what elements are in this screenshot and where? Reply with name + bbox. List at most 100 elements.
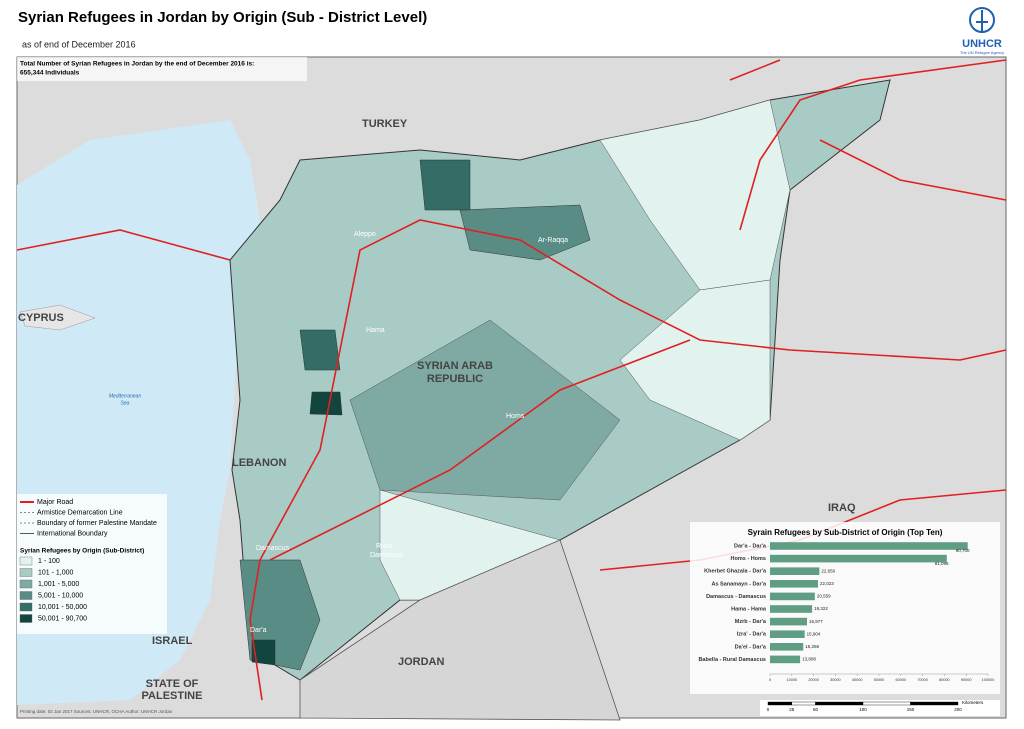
district-homs-city: [309, 391, 343, 416]
x-tick-label: 70000: [917, 678, 928, 682]
subtitle: as of end of December 2016: [22, 39, 136, 49]
bar: [770, 542, 968, 550]
x-tick-label: 50000: [874, 678, 885, 682]
legend-swatch: [19, 602, 33, 612]
district-aleppo: [419, 159, 471, 211]
value-label: 19,322: [814, 606, 828, 611]
legend-label: Major Road: [37, 499, 73, 506]
y-tick-label: Damascus - Damascus: [706, 594, 766, 600]
legend-label: 10,001 - 50,000: [38, 604, 87, 611]
legend-label: Armistice Demarcation Line: [37, 509, 123, 516]
y-tick-label: Hama - Hama: [731, 606, 767, 612]
bar: [770, 554, 947, 563]
footer: Printing date: 02 Jan 2017 Sources: UNHC…: [20, 709, 173, 714]
bar: [770, 580, 819, 588]
y-tick-label: Kherbet Ghazala - Dar'a: [704, 569, 767, 575]
district-hama: [299, 329, 341, 371]
scale-label: 150: [907, 707, 915, 712]
scale-segment: [862, 701, 911, 706]
city-label: Homs: [506, 413, 525, 420]
legend-label: 101 - 1,000: [38, 569, 74, 576]
district-daraa-city: [251, 639, 276, 666]
city-label: Rural: [376, 543, 393, 550]
scale-label: 25: [789, 707, 795, 712]
bar: [770, 592, 815, 601]
x-tick-label: 60000: [896, 678, 907, 682]
country-label: TURKEY: [362, 118, 408, 130]
country-label: REPUBLIC: [427, 373, 483, 385]
legend-label: International Boundary: [37, 530, 108, 537]
legend-title: Syrian Refugees by Origin (Sub-District): [20, 548, 144, 555]
bar: [770, 655, 801, 664]
district-raqqa: [459, 204, 591, 261]
value-label: 81,098: [935, 561, 949, 566]
y-tick-label: Izra' - Dar'a: [737, 632, 767, 638]
district-east: [599, 99, 791, 291]
x-tick-label: 10000: [787, 678, 798, 682]
scale-label: 0: [767, 707, 770, 712]
x-tick-label: 0: [769, 678, 771, 682]
y-tick-label: As Sanamayn - Dar'a: [712, 581, 767, 587]
district-south: [379, 489, 561, 601]
scale-segment: [767, 701, 792, 706]
value-label: 16,977: [809, 619, 823, 624]
x-tick-label: 100000: [982, 678, 995, 682]
scale-label: 50: [813, 707, 819, 712]
scale-unit: Kilometers: [962, 700, 984, 705]
x-tick-label: 30000: [830, 678, 841, 682]
legend-label: 50,001 - 90,700: [38, 615, 87, 622]
value-label: 15,258: [805, 644, 819, 649]
roads: [16, 59, 1007, 701]
y-tick-label: Babella - Rural Damascus: [698, 657, 766, 663]
city-label: Damascus: [370, 552, 404, 559]
sea-label: Mediterranean: [109, 393, 141, 399]
legend-label: Boundary of former Palestine Mandate: [37, 520, 157, 527]
country-label: PALESTINE: [142, 690, 203, 702]
logo: UNHCR The UN Refugee Agency: [960, 7, 1004, 55]
sea-label: Sea: [121, 400, 130, 406]
y-tick-label: Da'el - Dar'a: [735, 644, 767, 650]
city-label: Aleppo: [354, 231, 376, 238]
y-tick-label: Mzrb - Dar'a: [735, 619, 767, 625]
title: Syrian Refugees in Jordan by Origin (Sub…: [18, 9, 427, 26]
legend-swatch: [19, 579, 33, 589]
bar: [770, 630, 805, 638]
city-label: Ar-Raqqa: [538, 237, 568, 244]
logo-sub: The UN Refugee Agency: [960, 50, 1004, 55]
city-label: Damascus: [256, 545, 290, 552]
scale-segment: [815, 701, 864, 706]
city-label: Hama: [366, 327, 385, 334]
country-label: ISRAEL: [152, 635, 193, 647]
legend-swatch: [19, 556, 33, 566]
chart-title: Syrain Refugees by Sub-District of Origi…: [748, 528, 943, 537]
value-label: 22,650: [821, 568, 835, 573]
value-label: 15,904: [807, 631, 821, 636]
bar: [770, 617, 808, 626]
legend-label: 5,001 - 10,000: [38, 592, 83, 599]
cyprus-land: [19, 304, 96, 331]
scale-label: 100: [859, 707, 867, 712]
country-label: SYRIAN ARAB: [417, 360, 493, 372]
y-tick-label: Dar'a - Dar'a: [734, 543, 767, 549]
value-label: 13,808: [802, 657, 816, 662]
x-tick-label: 40000: [852, 678, 863, 682]
chart-box: [690, 522, 1000, 694]
y-tick-label: Homs - Homs: [731, 556, 766, 562]
city-label: Dar'a: [250, 627, 267, 634]
x-tick-label: 20000: [808, 678, 819, 682]
jordan: [299, 539, 621, 721]
bar: [770, 567, 820, 575]
bar: [770, 643, 804, 651]
legend: Major Road Armistice Demarcation Line Boun…: [17, 494, 167, 634]
map-labels: TURKEY CYPRUS LEBANON SYRIAN ARAB REPUBL…: [18, 118, 856, 702]
legend-swatch: [19, 568, 33, 577]
country-label: IRAQ: [828, 502, 856, 514]
legend-label: 1,001 - 5,000: [38, 581, 79, 588]
country-label: JORDAN: [398, 656, 445, 668]
district-homs: [349, 319, 621, 501]
value-label: 20,559: [817, 594, 831, 599]
country-label: LEBANON: [232, 457, 286, 469]
